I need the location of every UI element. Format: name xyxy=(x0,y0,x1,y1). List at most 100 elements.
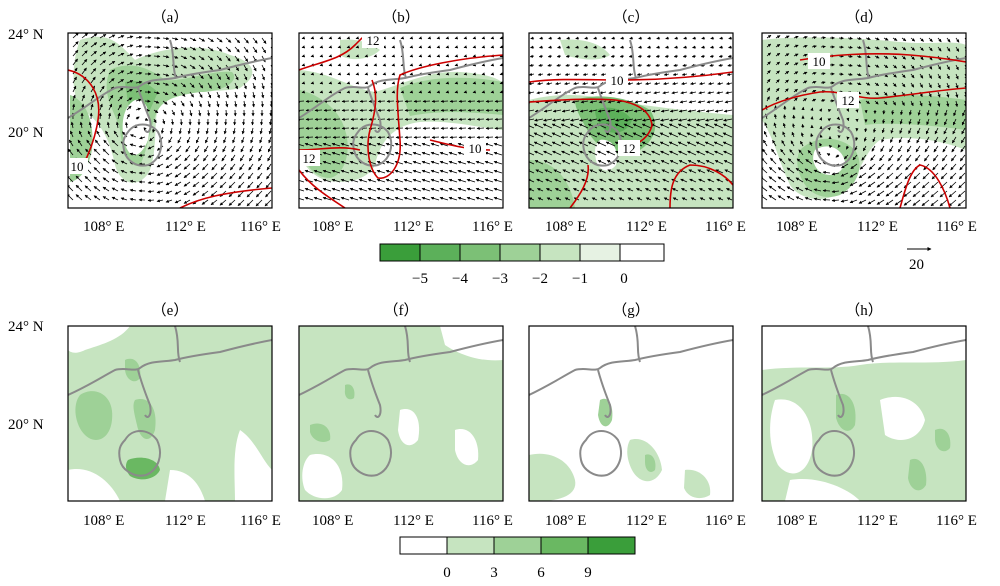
wind-vector xyxy=(529,152,535,156)
wind-vector xyxy=(422,99,431,103)
wind-vector xyxy=(364,54,369,58)
wind-vector xyxy=(605,141,616,147)
wind-vector xyxy=(138,144,146,149)
wind-vector xyxy=(430,178,440,183)
wind-vector xyxy=(107,112,112,120)
wind-vector xyxy=(642,118,652,122)
wind-vector xyxy=(543,118,553,122)
wind-vector xyxy=(314,135,323,139)
wind-vector xyxy=(162,64,170,68)
wind-vector xyxy=(265,190,272,198)
wind-vector xyxy=(883,37,889,41)
wind-vector xyxy=(367,187,377,192)
wind-vector xyxy=(566,45,571,49)
wind-vector xyxy=(910,100,914,107)
wind-vector xyxy=(570,118,580,122)
wind-vector xyxy=(687,160,697,165)
wind-vector xyxy=(176,145,182,153)
wind-vector xyxy=(499,45,503,49)
wind-vector xyxy=(476,99,485,103)
wind-vector xyxy=(493,151,503,156)
wind-vector xyxy=(699,188,706,192)
wind-vector xyxy=(529,169,535,174)
wind-vector xyxy=(602,45,607,49)
wind-vector xyxy=(928,37,933,42)
wind-vector xyxy=(793,71,799,75)
wind-vector xyxy=(484,169,494,174)
wind-vector xyxy=(962,109,966,117)
bottom-y-tick-20n: 20° N xyxy=(8,417,44,433)
wind-vector xyxy=(126,53,134,57)
wind-vector xyxy=(678,109,688,113)
wind-vector xyxy=(867,181,876,188)
wind-vector xyxy=(210,199,218,206)
wind-vector xyxy=(946,73,950,80)
wind-vector xyxy=(341,126,350,130)
wind-vector xyxy=(310,54,315,58)
wind-vector xyxy=(252,82,256,90)
wind-vector xyxy=(183,163,191,170)
wind-vector xyxy=(409,63,414,67)
wind-vector xyxy=(852,154,858,161)
wind-vector xyxy=(162,82,169,86)
wind-vector xyxy=(566,36,571,40)
wind-vector xyxy=(690,72,697,76)
wind-vector xyxy=(319,63,324,67)
wind-vector xyxy=(710,36,715,40)
wind-vector xyxy=(619,54,625,58)
wind-vector xyxy=(766,87,771,93)
wind-vector xyxy=(117,61,125,66)
wind-vector xyxy=(713,141,724,147)
wind-vector xyxy=(268,127,272,135)
wind-vector xyxy=(865,100,870,104)
wind-vector xyxy=(892,82,897,87)
wind-vector xyxy=(690,188,697,192)
wind-vector xyxy=(871,145,876,152)
wind-vector xyxy=(763,130,768,138)
wind-vector xyxy=(922,172,930,180)
wind-vector xyxy=(98,112,102,120)
wind-vector xyxy=(427,54,432,58)
wind-vector xyxy=(189,55,196,60)
wind-vector xyxy=(139,136,146,140)
wind-vector xyxy=(614,123,625,129)
wind-vector xyxy=(90,94,95,102)
wind-vector xyxy=(304,142,314,147)
wind-vector xyxy=(77,139,83,147)
wind-vector xyxy=(234,55,240,62)
wind-vector xyxy=(674,36,679,40)
wind-vector xyxy=(885,190,894,197)
wind-vector xyxy=(457,187,467,192)
wind-vector xyxy=(556,54,562,58)
wind-vector xyxy=(454,36,459,40)
wind-vector xyxy=(346,81,351,85)
wind-vector xyxy=(355,45,360,49)
wind-vector xyxy=(709,54,715,58)
wind-vector xyxy=(319,72,324,76)
wind-vector xyxy=(358,169,368,174)
wind-vector xyxy=(409,45,414,49)
wind-vector xyxy=(439,196,449,201)
wind-vector xyxy=(557,36,562,40)
wind-vector xyxy=(784,53,790,57)
wind-vector xyxy=(901,55,906,60)
wind-vector xyxy=(623,132,634,138)
wind-vector xyxy=(894,181,903,189)
wind-vector xyxy=(299,108,305,112)
wind-vector xyxy=(216,46,223,52)
wind-vector xyxy=(485,117,494,121)
wind-vector xyxy=(811,71,817,76)
wind-vector xyxy=(919,100,923,107)
wind-vector xyxy=(707,178,715,183)
wind-vector xyxy=(696,160,706,165)
wind-vector xyxy=(775,79,780,84)
panel-d-contour-label-2: 12 xyxy=(842,93,855,108)
wind-vector xyxy=(928,46,933,52)
wind-vector xyxy=(713,123,724,129)
wind-vector xyxy=(448,151,458,156)
wind-vector xyxy=(256,181,263,189)
wind-vector xyxy=(466,178,476,183)
wind-vector xyxy=(921,199,930,207)
wind-vector xyxy=(261,37,267,44)
